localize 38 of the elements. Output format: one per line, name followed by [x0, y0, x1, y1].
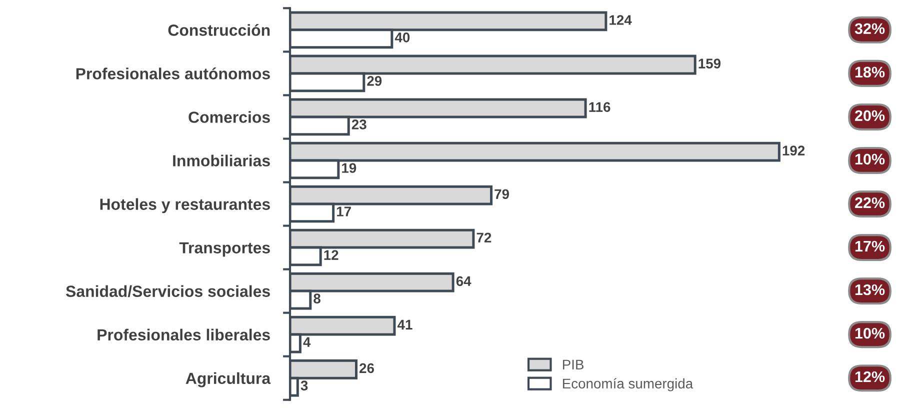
y-tick-label: Inmobiliarias	[173, 154, 270, 166]
text: 18%	[855, 66, 885, 78]
text: 12%	[855, 371, 885, 382]
data-label: 19	[342, 163, 356, 173]
data-label: 4	[303, 337, 311, 347]
y-tick-label: Comercios	[188, 111, 270, 123]
text: 22%	[855, 197, 885, 208]
data-label: 40	[394, 32, 410, 42]
data-label: 3	[300, 380, 308, 391]
y-tick-label: Agricultura	[186, 372, 271, 388]
data-label: 41	[397, 320, 412, 330]
data-label: 26	[360, 363, 374, 374]
data-label: 79	[494, 189, 509, 200]
text: 10%	[855, 154, 885, 165]
data-label: 29	[367, 76, 382, 86]
data-label: 124	[610, 15, 632, 25]
text: 17%	[855, 240, 885, 252]
text: 20%	[855, 110, 885, 122]
y-tick-label: Sanidad/Servicios sociales	[66, 285, 270, 298]
data-label: 23	[352, 120, 366, 130]
text: 10%	[855, 328, 885, 339]
data-label: 159	[698, 58, 721, 68]
text: 13%	[855, 284, 885, 296]
data-label: 72	[476, 232, 492, 242]
data-label: 192	[782, 146, 805, 156]
data-label: 12	[324, 250, 338, 260]
data-label: 64	[456, 276, 472, 286]
data-label: 17	[336, 206, 351, 216]
text: 32%	[854, 23, 885, 34]
y-tick-label: Hoteles y restaurantes	[100, 198, 270, 214]
y-tick-label: Transportes	[179, 242, 270, 257]
y-tick-label: Profesionales autónomos	[76, 68, 270, 80]
legend-label: PIB	[562, 360, 584, 370]
legend-label: Economía sumergida	[562, 378, 694, 392]
y-tick-label: Profesionales liberales	[98, 328, 270, 341]
data-label: 116	[589, 102, 610, 112]
y-tick-label: Construcción	[168, 24, 270, 36]
data-label: 8	[314, 294, 320, 304]
